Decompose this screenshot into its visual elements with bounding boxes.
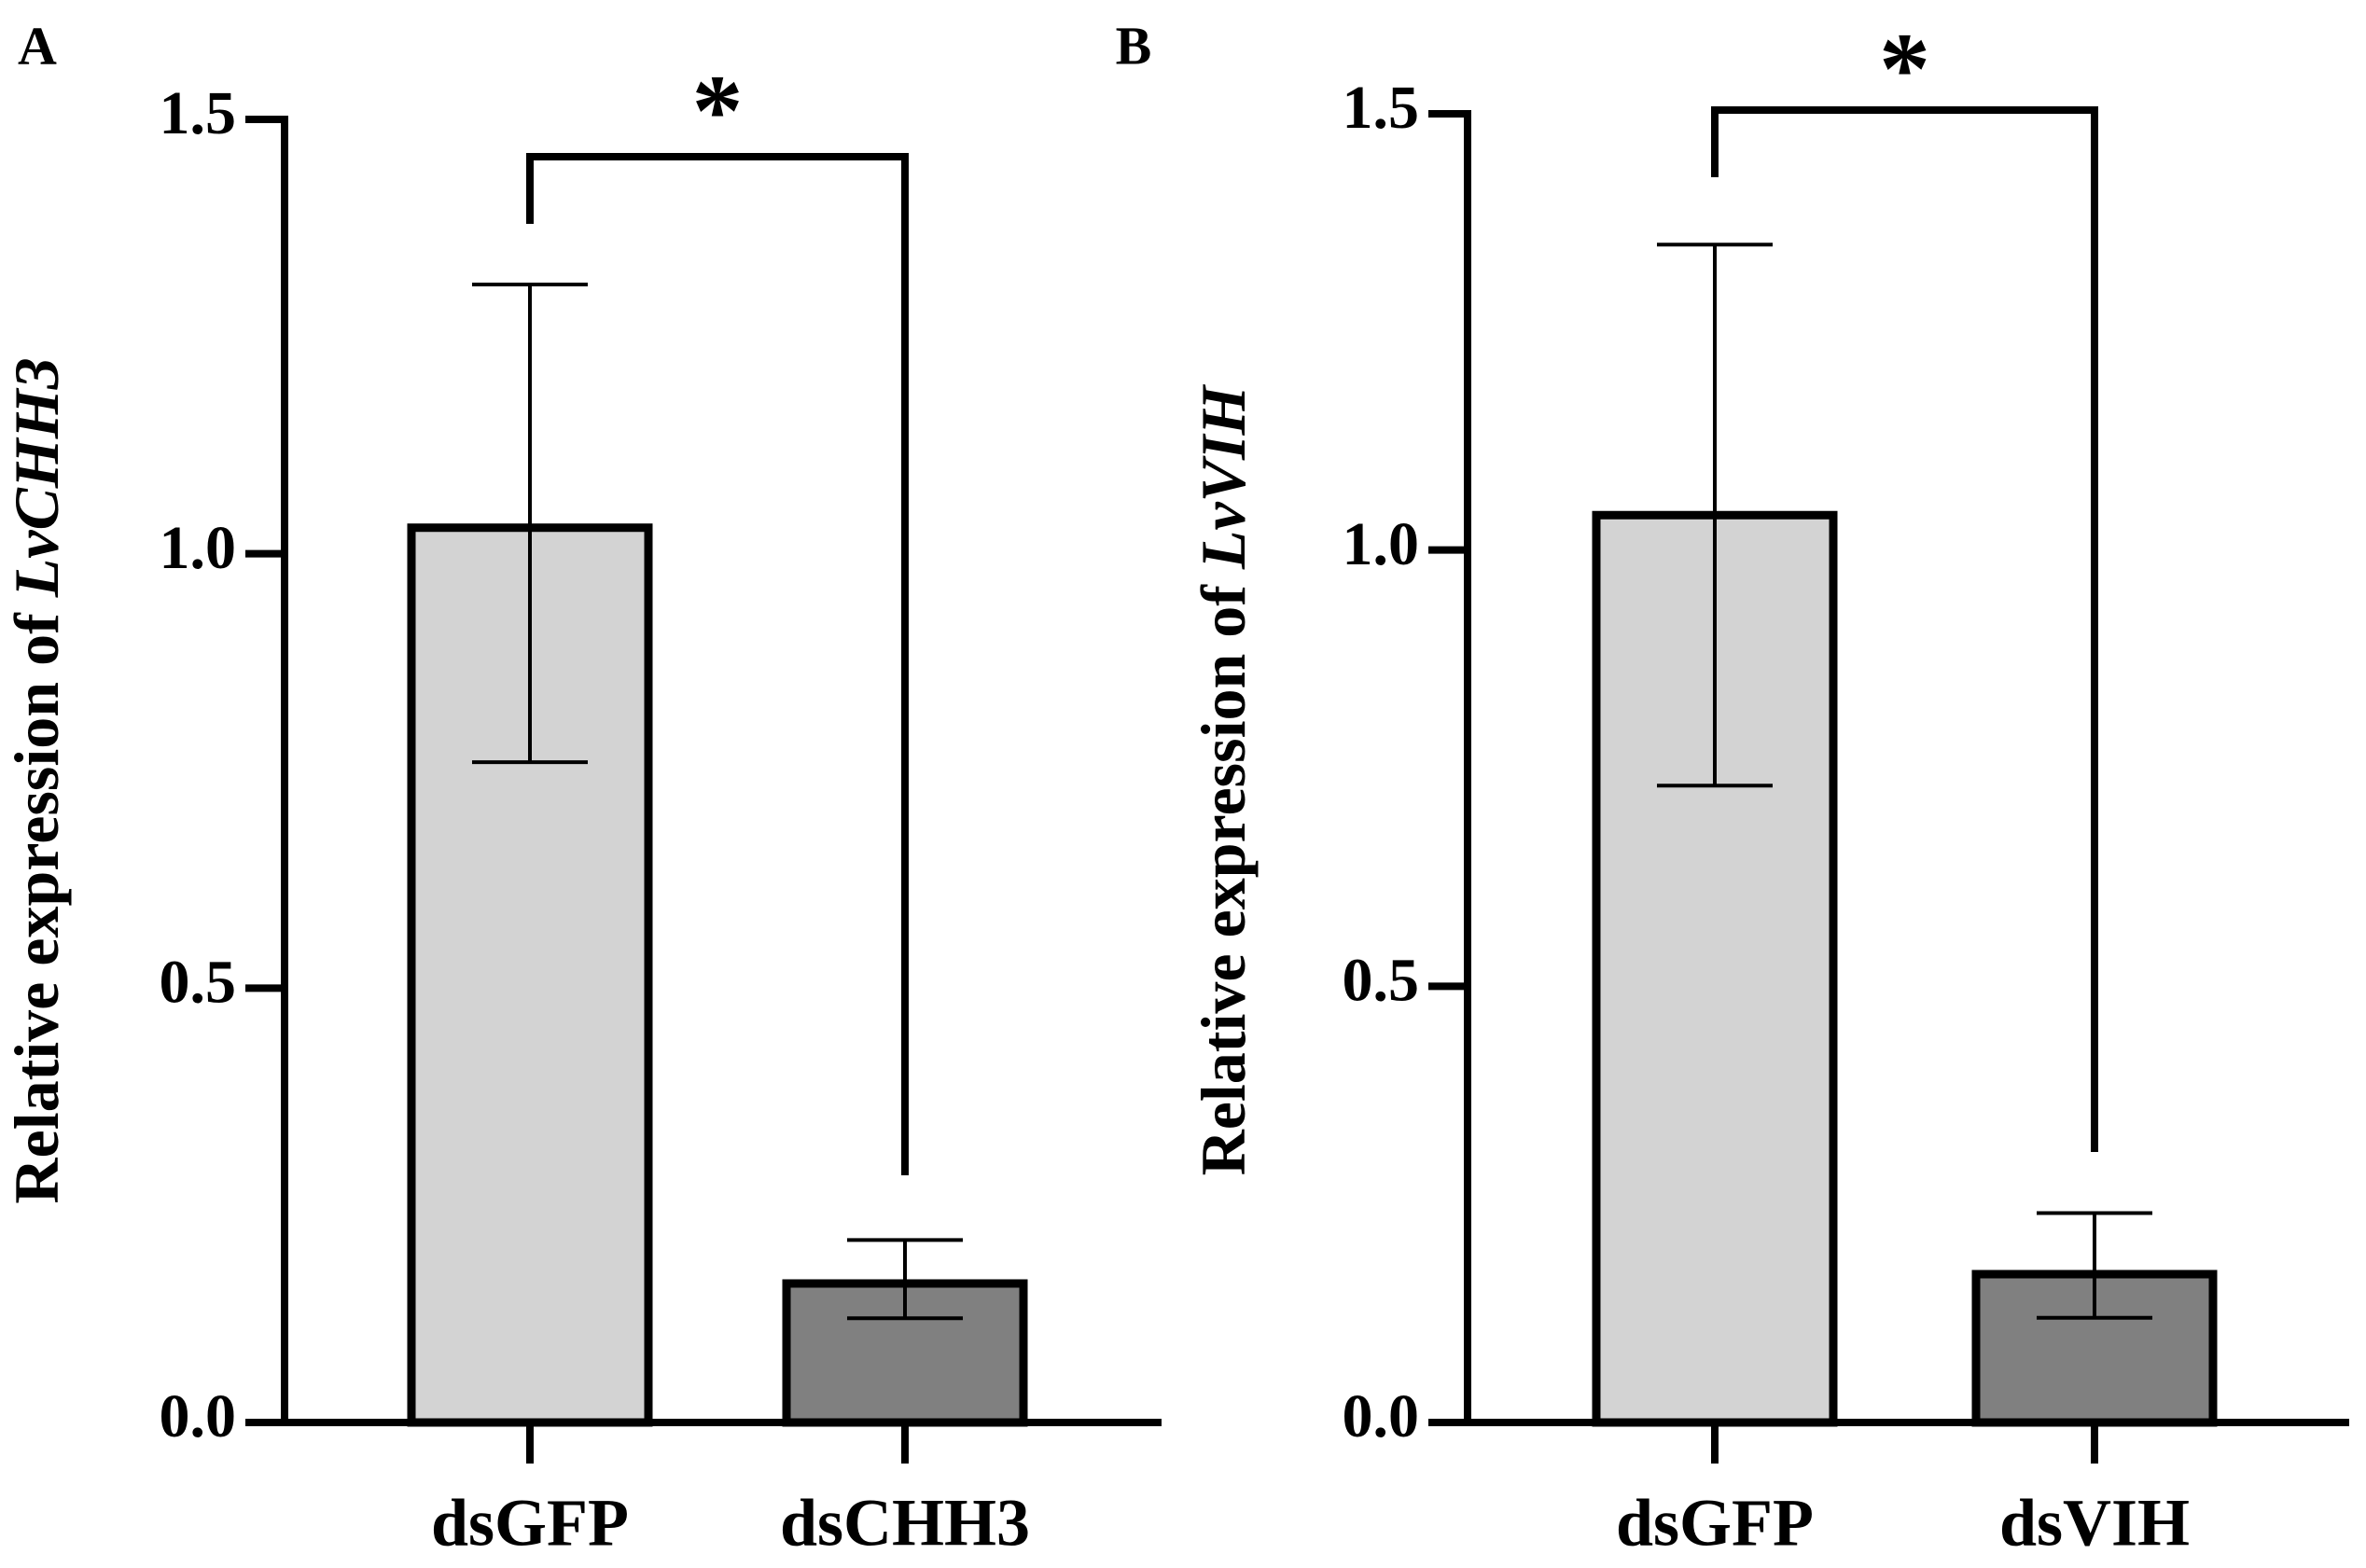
- error-bar-dsVIH: [2037, 1211, 2152, 1320]
- y-axis-label-prefix: Relative expression of: [1, 597, 72, 1203]
- y-tick-label: 1.0: [1343, 510, 1420, 578]
- x-tick-label-dsVIH: dsVIH: [1999, 1486, 2190, 1561]
- error-bar-dsCHH3: [847, 1238, 963, 1321]
- y-tick-label: 1.0: [160, 514, 237, 582]
- panel-b: B 0.0 0.5 1.0 1.5 dsGFP dsVIH Relative expressi…: [1116, 11, 2349, 1561]
- error-bar-dsGFP: [472, 282, 588, 765]
- significance-bracket: *: [1711, 11, 2098, 1152]
- panel-a: A 0.0 0.5 1.0 1.5 dsGFP dsCHH3 Relative express…: [1, 15, 1162, 1561]
- significance-star: *: [1879, 11, 1930, 125]
- panel-label: B: [1116, 15, 1152, 76]
- significance-bracket: *: [526, 53, 909, 1175]
- x-tick-label-dsCHH3: dsCHH3: [780, 1486, 1030, 1561]
- error-bar-dsGFP: [1657, 243, 1773, 788]
- x-tick-label-dsGFP: dsGFP: [431, 1486, 629, 1561]
- y-axis-label: Relative expression of LvCHH3: [1, 357, 72, 1203]
- y-tick-label: 0.5: [1343, 946, 1420, 1014]
- y-tick-label: 0.0: [160, 1382, 237, 1450]
- significance-star: *: [692, 53, 744, 167]
- significance-line: [1711, 106, 2098, 1152]
- y-tick-label: 0.0: [1343, 1382, 1420, 1450]
- panel-label: A: [18, 15, 57, 76]
- x-tick-label-dsGFP: dsGFP: [1616, 1486, 1814, 1561]
- y-tick-label: 0.5: [160, 948, 237, 1016]
- y-axis-label-gene: LvVIH: [1188, 384, 1259, 571]
- y-axis-label-gene: LvCHH3: [1, 357, 72, 598]
- significance-line: [526, 153, 909, 1175]
- y-tick-label: 1.5: [1343, 74, 1420, 142]
- y-tick-label: 1.5: [160, 79, 237, 147]
- y-axis-label: Relative expression of LvVIH: [1188, 384, 1259, 1176]
- y-axis-label-prefix: Relative expression of: [1188, 569, 1259, 1175]
